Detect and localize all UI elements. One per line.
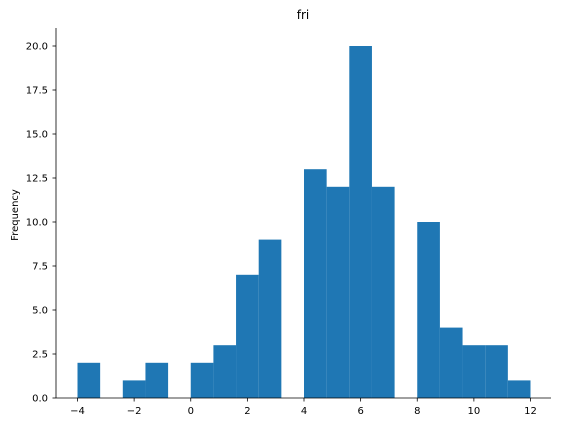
y-axis-ticks: 0.0 2.5 5.0 7.5 10.0 12.5 15.0 17.5 20.0	[26, 42, 56, 405]
bars-group	[77, 46, 531, 398]
x-tick-label: 12	[524, 406, 537, 417]
histogram-bar	[439, 327, 463, 398]
x-tick-label: 2	[244, 406, 250, 417]
y-tick-label: 15.0	[26, 130, 48, 141]
histogram-bar	[326, 186, 350, 398]
y-axis-label: Frequency	[10, 189, 21, 241]
x-tick-label: 4	[301, 406, 307, 417]
histogram-bar	[258, 239, 282, 398]
histogram-bar	[190, 362, 214, 398]
histogram-bar	[462, 345, 486, 398]
histogram-bar	[236, 274, 259, 398]
y-tick-label: 20.0	[26, 42, 48, 53]
histogram-bar	[507, 380, 531, 398]
y-tick-label: 7.5	[32, 262, 48, 273]
x-tick-label: 6	[357, 406, 363, 417]
histogram-bar	[485, 345, 508, 398]
histogram-bar	[304, 169, 327, 398]
x-axis-ticks: −4 −2 0 2 4 6 8 10 12	[70, 398, 537, 417]
histogram-bar	[349, 46, 372, 398]
histogram-bar	[417, 222, 440, 398]
y-tick-label: 12.5	[26, 174, 48, 185]
x-tick-label: 10	[468, 406, 481, 417]
x-tick-label: 0	[188, 406, 194, 417]
histogram-bar	[122, 380, 146, 398]
y-tick-label: 5.0	[32, 306, 48, 317]
x-tick-label: 8	[414, 406, 420, 417]
y-tick-label: 17.5	[26, 86, 48, 97]
histogram-bar	[145, 362, 169, 398]
chart-title: fri	[297, 8, 310, 22]
histogram-bar	[371, 186, 395, 398]
x-tick-label: −2	[127, 406, 142, 417]
y-tick-label: 0.0	[32, 394, 48, 405]
x-tick-label: −4	[70, 406, 85, 417]
y-tick-label: 2.5	[32, 350, 48, 361]
histogram-bar	[213, 345, 237, 398]
histogram-bar	[77, 362, 101, 398]
y-tick-label: 10.0	[26, 218, 48, 229]
